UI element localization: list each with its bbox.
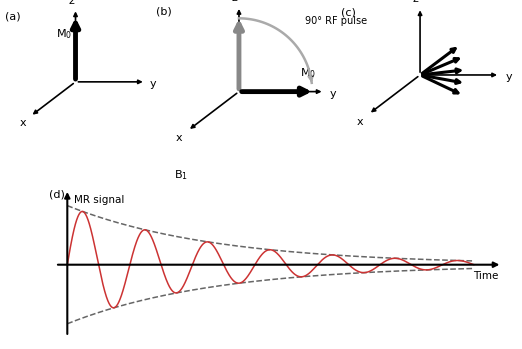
Text: x: x	[357, 117, 363, 127]
Text: (b): (b)	[156, 6, 172, 16]
Text: B$_1$: B$_1$	[174, 168, 188, 181]
Text: M$_0$: M$_0$	[56, 28, 72, 41]
Text: z: z	[231, 0, 237, 2]
Text: z: z	[412, 0, 418, 4]
Text: y: y	[150, 79, 157, 89]
Text: (c): (c)	[341, 7, 357, 17]
Text: (a): (a)	[5, 12, 21, 22]
Text: MR signal: MR signal	[74, 195, 124, 205]
Text: x: x	[176, 133, 182, 143]
Text: M$_0$: M$_0$	[300, 66, 316, 80]
Text: y: y	[330, 89, 336, 99]
Text: x: x	[19, 118, 26, 128]
Text: 90° RF pulse: 90° RF pulse	[305, 16, 367, 26]
Text: (d): (d)	[49, 189, 65, 199]
Text: y: y	[505, 73, 512, 82]
Text: Time: Time	[473, 270, 498, 281]
Text: z: z	[68, 0, 74, 6]
